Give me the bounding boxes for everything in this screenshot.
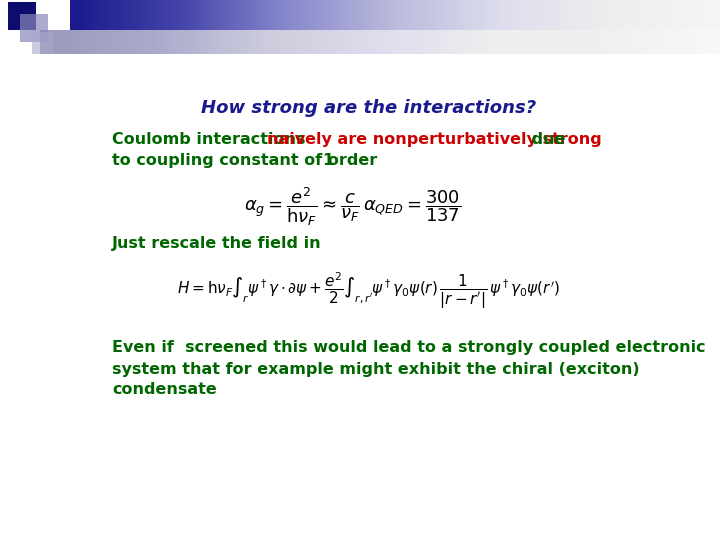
Text: Coulomb interactions: Coulomb interactions: [112, 132, 312, 147]
Text: due: due: [526, 132, 565, 147]
Text: $H = \mathrm{h}\nu_F \int_r \psi^\dagger \gamma \cdot \partial\psi + \dfrac{e^2}: $H = \mathrm{h}\nu_F \int_r \psi^\dagger…: [178, 272, 560, 312]
Text: $\alpha_g = \dfrac{e^2}{\mathrm{h}\nu_F} \approx \dfrac{c}{\nu_F}\,\alpha_{QED} : $\alpha_g = \dfrac{e^2}{\mathrm{h}\nu_F}…: [243, 185, 461, 227]
Text: Just rescale the field in: Just rescale the field in: [112, 236, 322, 251]
Text: 1: 1: [323, 153, 333, 168]
Text: condensate: condensate: [112, 382, 217, 397]
Text: naively are nonperturbatively strong: naively are nonperturbatively strong: [266, 132, 601, 147]
Text: to coupling constant of order: to coupling constant of order: [112, 153, 383, 168]
Text: system that for example might exhibit the chiral (exciton): system that for example might exhibit th…: [112, 362, 640, 377]
Bar: [32, 32, 54, 54]
Bar: [8, 2, 36, 30]
Text: Even if  screened this would lead to a strongly coupled electronic: Even if screened this would lead to a st…: [112, 340, 706, 355]
Bar: [20, 14, 48, 42]
Text: How strong are the interactions?: How strong are the interactions?: [202, 99, 536, 118]
